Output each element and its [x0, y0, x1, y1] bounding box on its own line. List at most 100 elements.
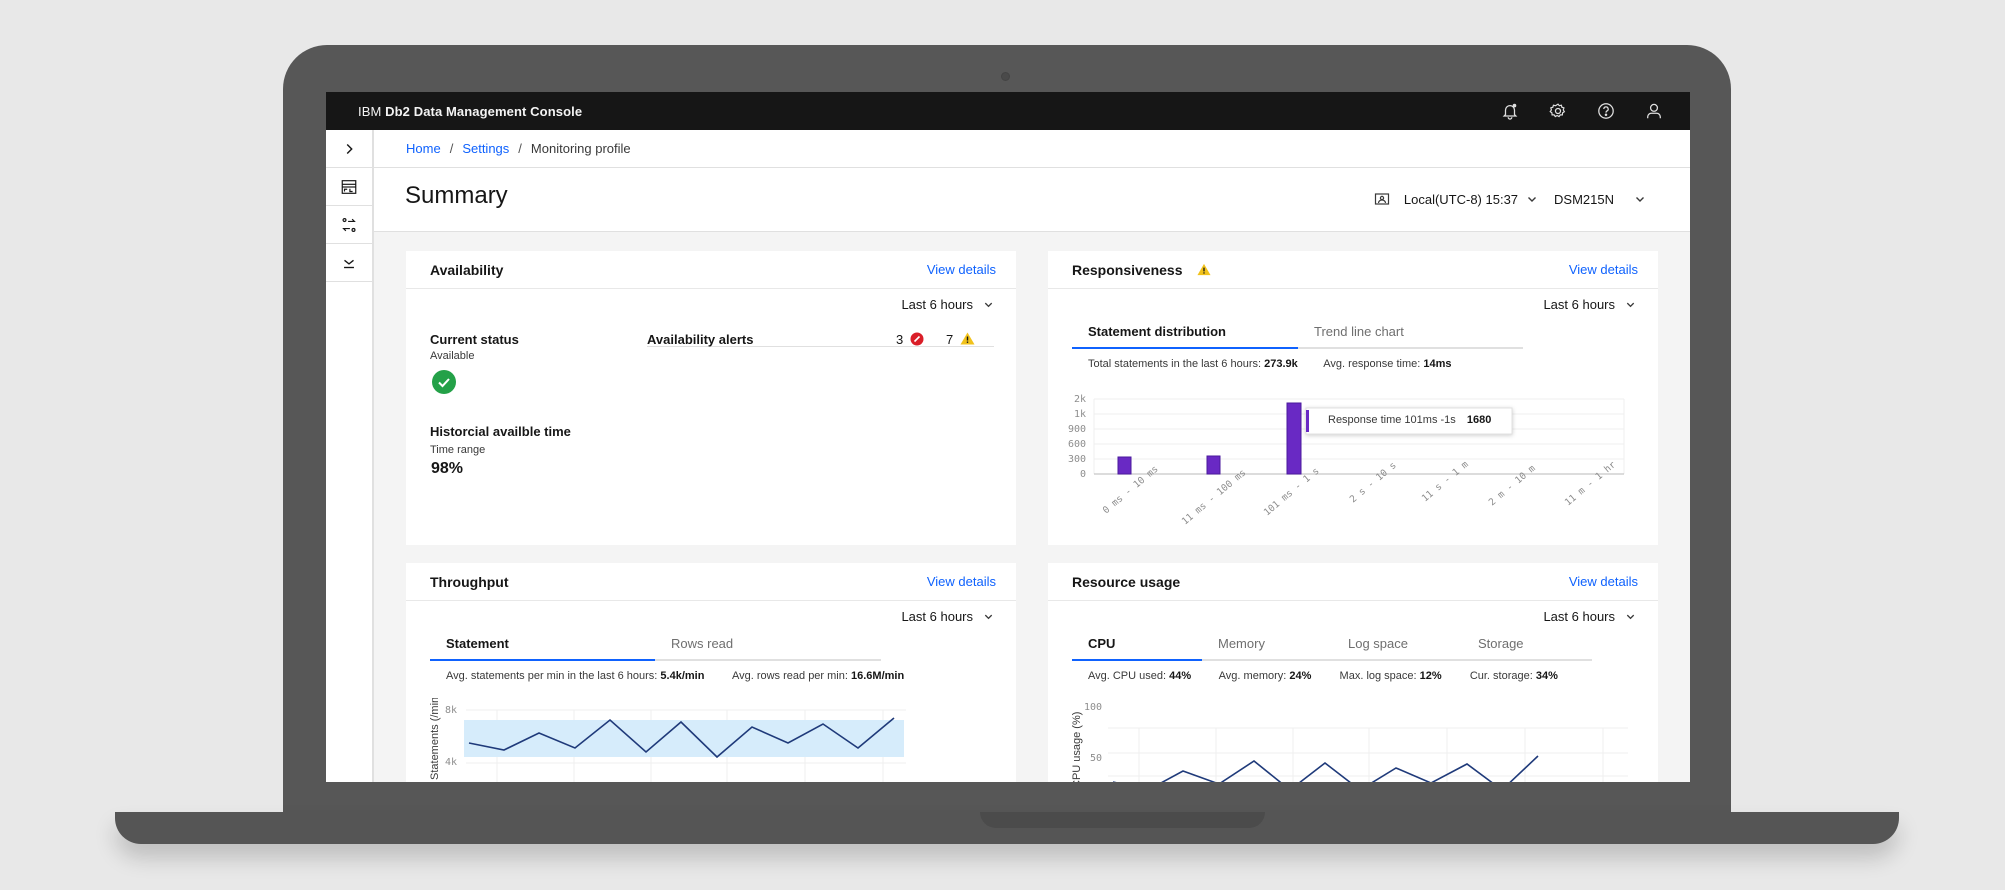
- chevron-down-icon: [1626, 614, 1635, 620]
- timezone-icon: [1374, 193, 1389, 205]
- cpu-value: 44%: [1169, 670, 1192, 682]
- avg-rows-value: 16.6M/min: [851, 670, 905, 682]
- historical-label: Historcial availble time: [430, 424, 571, 439]
- help-icon[interactable]: [1582, 92, 1630, 130]
- tab-memory[interactable]: Memory: [1202, 636, 1332, 661]
- svg-text:11 s - 1 m: 11 s - 1 m: [1420, 459, 1471, 504]
- expand-nav-button[interactable]: [326, 130, 372, 168]
- app-title[interactable]: IBM Db2 Data Management Console: [358, 104, 582, 119]
- svg-text:1k: 1k: [1074, 409, 1086, 420]
- card-title: Availability: [430, 261, 504, 278]
- availability-alerts-row: Availability alerts 3 7: [647, 324, 994, 347]
- storage-label: Cur. storage:: [1469, 670, 1533, 682]
- svg-text:2 s - 10 s: 2 s - 10 s: [1348, 460, 1399, 505]
- sidenav-item-dashboard[interactable]: [326, 168, 372, 206]
- tab-rows-read[interactable]: Rows read: [655, 636, 881, 661]
- breadcrumb: Home / Settings / Monitoring profile: [374, 130, 1690, 168]
- time-range-dropdown[interactable]: Last 6 hours: [1543, 609, 1636, 624]
- tab-statement-distribution[interactable]: Statement distribution: [1072, 324, 1298, 349]
- view-details-link[interactable]: View details: [926, 262, 996, 277]
- time-range-value: Last 6 hours: [901, 297, 973, 312]
- card-header: Resource usage View details: [1048, 563, 1658, 601]
- sidenav-item-more[interactable]: [326, 244, 372, 282]
- header-controls: Local(UTC-8) 15:37 DSM215N: [1374, 191, 1646, 207]
- svg-text:900: 900: [1068, 424, 1086, 435]
- avg-response-value: 14ms: [1423, 358, 1452, 370]
- tab-trend-line-chart[interactable]: Trend line chart: [1298, 324, 1523, 349]
- responsiveness-stats: Total statements in the last 6 hours: 27…: [1088, 358, 1452, 370]
- bar-11ms-100ms: [1206, 455, 1221, 475]
- chart-tooltip-text: Response time 101ms -1s 1680: [1328, 414, 1491, 426]
- log-space-label: Max. log space:: [1339, 670, 1417, 682]
- avg-response-label: Avg. response time:: [1323, 358, 1421, 370]
- total-statements-value: 273.9k: [1264, 358, 1298, 370]
- avg-rows-label: Avg. rows read per min:: [731, 670, 848, 682]
- time-range-label: Time range: [430, 444, 486, 456]
- chevron-down-icon[interactable]: [1526, 193, 1538, 205]
- time-range-value: Last 6 hours: [1543, 297, 1615, 312]
- cpu-label: Avg. CPU used:: [1088, 670, 1167, 682]
- bar-101ms-1s: [1286, 402, 1302, 475]
- time-range-dropdown[interactable]: Last 6 hours: [901, 297, 994, 312]
- view-details-link[interactable]: View details: [1568, 574, 1638, 589]
- warning-icon: [960, 332, 975, 345]
- user-icon[interactable]: [1630, 92, 1678, 130]
- throughput-line-chart: 8k 4k Statements (/min): [429, 698, 906, 782]
- page-title: Summary: [405, 182, 508, 209]
- error-count: 3: [896, 332, 904, 347]
- sidenav-item-sync[interactable]: [326, 206, 372, 244]
- svg-text:600: 600: [1068, 439, 1086, 450]
- brand-name: Db2 Data Management Console: [385, 103, 583, 119]
- bar-0ms-10ms: [1117, 456, 1132, 475]
- expected-range-band: [464, 720, 904, 757]
- avg-statements-value: 5.4k/min: [660, 670, 705, 682]
- resource-stats: Avg. CPU used: 44% Avg. memory: 24% Max.…: [1088, 670, 1558, 682]
- card-header: Availability View details: [406, 251, 1016, 289]
- settings-icon[interactable]: [1534, 92, 1582, 130]
- svg-text:300: 300: [1068, 454, 1086, 465]
- time-range-dropdown[interactable]: Last 6 hours: [1543, 297, 1636, 312]
- timezone-dropdown[interactable]: Local(UTC-8) 15:37: [1403, 191, 1519, 207]
- total-statements-label: Total statements in the last 6 hours:: [1088, 358, 1262, 370]
- brand-prefix: IBM: [358, 103, 382, 119]
- time-range-value: Last 6 hours: [1543, 609, 1615, 624]
- chart-tooltip: [1305, 407, 1513, 435]
- app-window: IBM Db2 Data Management Console: [326, 92, 1690, 782]
- sync-icon: [342, 217, 356, 232]
- database-dropdown[interactable]: DSM215N: [1554, 191, 1614, 207]
- view-details-link[interactable]: View details: [1568, 262, 1638, 277]
- camera: [1001, 72, 1010, 81]
- view-details-link[interactable]: View details: [926, 574, 996, 589]
- notification-icon[interactable]: [1486, 92, 1534, 130]
- breadcrumb-home[interactable]: Home: [406, 141, 441, 156]
- tab-storage[interactable]: Storage: [1462, 636, 1592, 661]
- card-title: Throughput: [430, 573, 509, 590]
- cpu-line-chart: 100 50 CPU usage (%): [1071, 702, 1628, 782]
- card-header: Throughput View details: [406, 563, 1016, 601]
- responsiveness-card: Responsiveness View details Last 6 hours…: [1048, 251, 1658, 545]
- breadcrumb-current: Monitoring profile: [530, 141, 631, 156]
- svg-text:100: 100: [1084, 702, 1102, 713]
- svg-text:0: 0: [1080, 469, 1086, 480]
- error-icon: [910, 332, 924, 346]
- memory-label: Avg. memory:: [1218, 670, 1287, 682]
- chevron-down-icon: [984, 302, 993, 308]
- tab-cpu[interactable]: CPU: [1072, 636, 1202, 661]
- breadcrumb-separator: /: [518, 141, 522, 156]
- tab-list: Statement Rows read: [430, 636, 881, 661]
- warning-icon: [1196, 263, 1211, 276]
- tab-log-space[interactable]: Log space: [1332, 636, 1462, 661]
- card-title: Responsiveness: [1072, 262, 1211, 278]
- dashboard-icon: [341, 179, 357, 194]
- avg-statements-label: Avg. statements per min in the last 6 ho…: [446, 670, 658, 682]
- top-header: IBM Db2 Data Management Console: [326, 92, 1690, 130]
- breadcrumb-settings[interactable]: Settings: [462, 141, 510, 156]
- chevron-down-icon: [984, 614, 993, 620]
- alerts-label: Availability alerts: [647, 332, 754, 347]
- time-range-dropdown[interactable]: Last 6 hours: [901, 609, 994, 624]
- tab-statement[interactable]: Statement: [430, 636, 655, 661]
- time-range-value: Last 6 hours: [901, 609, 973, 624]
- current-status-value: Available: [430, 350, 475, 362]
- breadcrumb-separator: /: [449, 141, 454, 156]
- chevron-down-icon[interactable]: [1634, 193, 1646, 205]
